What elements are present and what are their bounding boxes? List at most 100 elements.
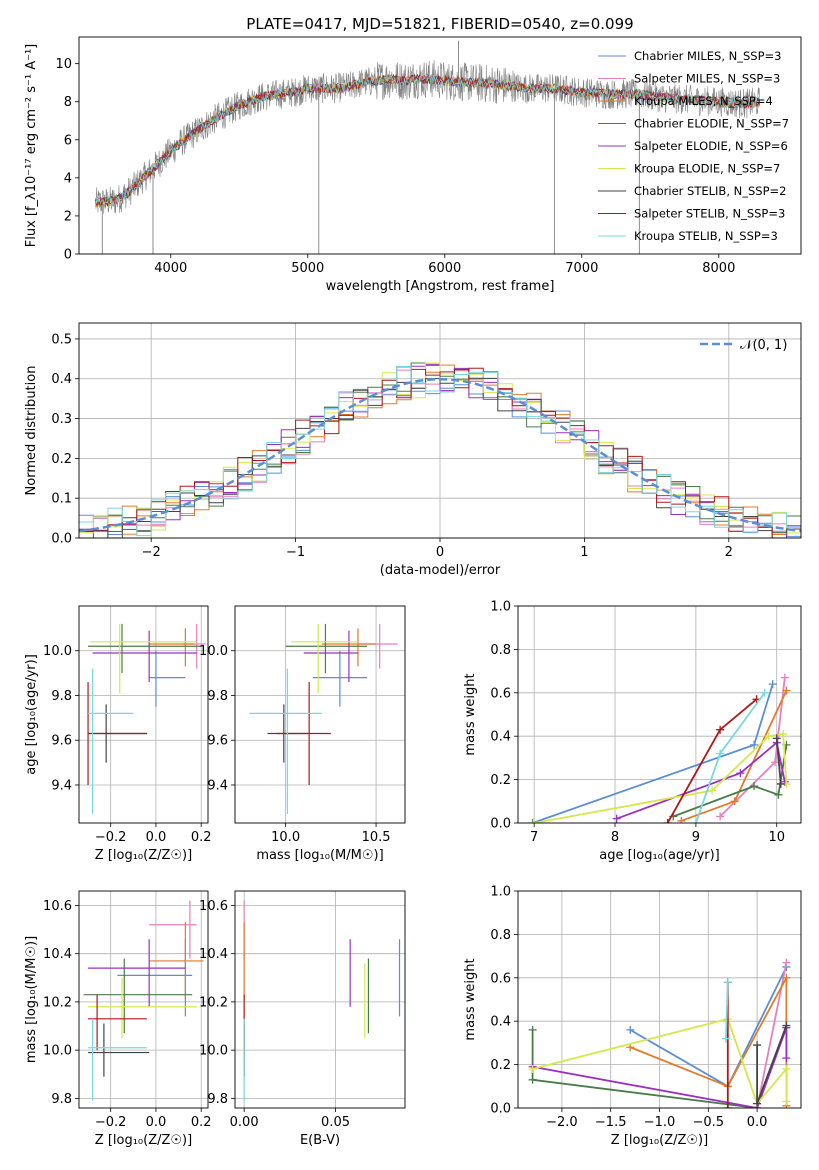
plus-marker [716,749,725,758]
y-tick-label: 4 [64,171,72,186]
plus-marker [528,819,537,823]
y-tick-label: 10.0 [43,644,72,659]
plus-marker [716,725,725,734]
x-axis-label: (data-model)/error [380,563,501,578]
axes-frame [78,890,209,1109]
x-tick-label: 10.5 [362,830,391,845]
y-tick-label: 10.0 [199,1044,228,1059]
x-tick-label: −1 [286,545,305,560]
plus-marker [691,819,700,823]
plus-marker [626,1025,635,1034]
age-vs-mass-plot-area [249,623,398,815]
plus-marker [771,758,780,767]
x-tick-label: 8 [611,830,619,845]
plus-marker [708,786,717,795]
y-tick-label: 0.8 [490,643,511,658]
chart-title: PLATE=0417, MJD=51821, FIBERID=0540, z=0… [246,15,633,33]
legend-entry: Kroupa MILES, N_SSP=4 [634,94,773,108]
y-tick-label: 10.6 [43,899,72,914]
y-tick-label: 9.4 [207,778,228,793]
y-tick-label: 10.4 [43,947,72,962]
x-axis-label: mass [log₁₀(M/M☉)] [256,848,383,863]
y-tick-label: 9.6 [51,734,72,749]
x-tick-label: 0.0 [146,1115,167,1130]
y-tick-label: 0.6 [490,971,511,986]
x-tick-label: 10 [768,830,785,845]
plus-marker [768,680,777,689]
y-tick-label: 6 [64,133,72,148]
legend-entry: Chabrier ELODIE, N_SSP=7 [634,117,789,131]
plus-marker [760,688,769,697]
plus-marker [528,1064,537,1073]
x-tick-label: −2.0 [546,1115,578,1130]
y-tick-label: 10.6 [199,899,228,914]
age-vs-Z-plot-area [87,623,206,815]
y-tick-label: 0.8 [490,928,511,943]
legend-entry: Kroupa STELIB, N_SSP=3 [634,229,778,243]
plus-marker [612,814,621,823]
y-axis-label: Normed distribution [24,366,39,496]
plus-marker [736,769,745,778]
x-tick-label: 0.00 [230,1115,259,1130]
y-axis-label: mass [log₁₀(M/M☉)] [24,936,39,1063]
y-tick-label: 10.0 [199,644,228,659]
y-tick-label: 10.4 [199,947,228,962]
spectrum-panel [75,63,720,258]
plus-marker [764,732,773,741]
x-axis-label: age [log₁₀(age/yr)] [599,848,720,863]
x-tick-label: −0.2 [95,1115,127,1130]
plus-marker [782,1064,791,1073]
legend-entry: Salpeter MILES, N_SSP=3 [634,72,780,86]
y-tick-label: 9.6 [207,734,228,749]
x-tick-label: 0.2 [191,830,212,845]
mass-vs-EBV-panel [231,891,405,1112]
axes-frame [234,605,406,824]
mass-vs-Z-panel [75,891,208,1112]
legend-entry: Salpeter STELIB, N_SSP=3 [634,207,785,221]
x-tick-label: 0 [436,545,444,560]
x-tick-label: −0.2 [95,830,127,845]
x-tick-label: 10.0 [271,830,300,845]
plus-marker [782,1054,791,1063]
y-tick-label: 1.0 [490,600,511,615]
plus-marker [528,1025,537,1034]
y-tick-label: 0.0 [490,817,511,832]
y-tick-label: 0.2 [490,1058,511,1073]
y-tick-label: 0.6 [490,686,511,701]
plus-marker [750,782,759,791]
plus-marker [530,819,539,823]
mass-vs-EBV-plot-area [243,900,401,1101]
legend-entry: Kroupa ELODIE, N_SSP=7 [634,162,780,176]
x-tick-label: 9 [692,830,700,845]
x-tick-label: 4000 [154,261,187,276]
y-tick-label: 0.0 [490,1102,511,1117]
model-fit-line-8 [95,73,760,207]
axes-frame [517,890,802,1109]
y-tick-label: 10 [55,57,72,72]
x-tick-label: 7 [530,830,538,845]
y-tick-label: 9.8 [207,1092,228,1107]
spectrum-plot-area [95,40,760,254]
plus-marker [774,790,783,799]
x-axis-label: E(B-V) [300,1133,340,1148]
model-fit-line-6 [95,73,760,207]
axes-frame [78,36,802,255]
y-axis-label: mass weight [463,673,478,755]
x-tick-label: 7000 [565,261,598,276]
y-tick-label: 0.2 [490,773,511,788]
x-tick-label: 6000 [428,261,461,276]
y-tick-label: 8 [64,95,72,110]
x-tick-label: 8000 [702,261,735,276]
age-vs-Z-panel [75,606,208,827]
y-tick-label: 9.4 [51,778,72,793]
plus-marker [721,1034,730,1043]
residuals-panel [75,323,801,542]
x-axis-label: Z [log₁₀(Z/Z☉)] [611,1133,708,1148]
plus-marker [782,973,791,982]
plus-marker [528,1075,537,1084]
y-tick-label: 0.3 [51,412,72,427]
plus-marker [782,958,791,967]
plus-marker [723,978,732,987]
y-tick-label: 0.2 [51,452,72,467]
y-tick-label: 9.8 [51,689,72,704]
